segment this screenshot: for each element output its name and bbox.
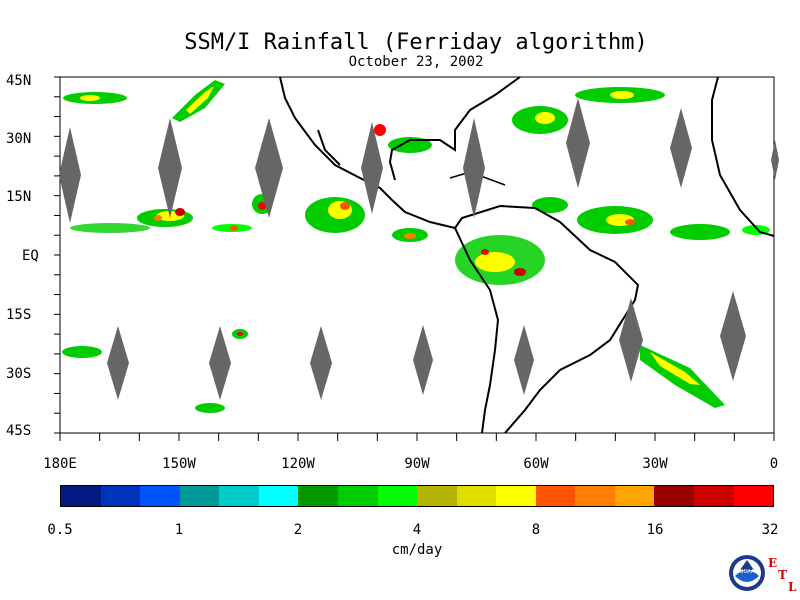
- coastlines: [279, 76, 775, 434]
- colorbar-swatch: [100, 486, 141, 506]
- lat-label-15s: 15S: [6, 307, 32, 323]
- colorbar-tick-2: 2: [293, 522, 303, 538]
- colorbar-swatch: [61, 486, 101, 506]
- map-title: SSM/I Rainfall (Ferriday algorithm): [184, 30, 648, 55]
- data-gap-diamond: [59, 127, 81, 223]
- lat-label-45n: 45N: [6, 73, 32, 89]
- data-gap-diamond: [720, 291, 746, 381]
- data-gap-diamond: [361, 122, 383, 214]
- colorbar-swatch: [298, 486, 338, 506]
- etl-letter-t: T: [778, 568, 787, 582]
- colorbar-tick-1: 1: [174, 522, 184, 538]
- rain-patch-north-pacific: [63, 80, 225, 122]
- lon-label-150w: 150W: [162, 456, 196, 472]
- colorbar-swatch: [614, 486, 655, 506]
- colorbar-swatch: [219, 486, 259, 506]
- data-gap-diamond: [158, 118, 182, 218]
- colorbar-swatch: [535, 486, 576, 506]
- colorbar: [60, 485, 774, 507]
- data-gap-diamond: [619, 298, 643, 382]
- lat-label-15n: 15N: [6, 189, 32, 205]
- lat-label-eq: EQ: [22, 248, 39, 264]
- data-gap-diamond: [413, 325, 433, 395]
- data-gap-diamond: [107, 326, 129, 400]
- colorbar-swatch: [456, 486, 497, 506]
- lat-label-45s: 45S: [6, 423, 32, 439]
- colorbar-swatch: [654, 486, 694, 506]
- lon-label-30w: 30W: [642, 456, 668, 472]
- noaa-logo: NOAA: [729, 555, 765, 591]
- colorbar-tick-4: 4: [412, 522, 422, 538]
- data-gap-diamond: [771, 140, 779, 180]
- data-gap-diamond: [514, 325, 534, 395]
- colorbar-tick-32: 32: [761, 522, 779, 538]
- colorbar-swatch: [496, 486, 536, 506]
- lat-label-30s: 30S: [6, 366, 32, 382]
- etl-letter-l: L: [788, 580, 797, 594]
- data-gap-diamond: [310, 326, 332, 400]
- colorbar-tick-0-5: 0.5: [47, 522, 73, 538]
- data-gap-diamond: [209, 326, 231, 400]
- colorbar-tick-8: 8: [531, 522, 541, 538]
- colorbar-swatch: [377, 486, 418, 506]
- rain-patch-amazon: [455, 235, 545, 285]
- colorbar-swatch: [258, 486, 299, 506]
- map-date: October 23, 2002: [348, 54, 484, 70]
- rainfall-map: [54, 76, 779, 441]
- lon-label-90w: 90W: [404, 456, 430, 472]
- colorbar-swatch: [733, 486, 774, 506]
- etl-letter-e: E: [768, 556, 778, 570]
- colorbar-swatch: [337, 486, 378, 506]
- colorbar-swatch: [179, 486, 220, 506]
- data-gap-diamond: [463, 118, 485, 218]
- lat-label-30n: 30N: [6, 131, 32, 147]
- lon-label-120w: 120W: [281, 456, 315, 472]
- rain-patch-east-pacific: [305, 124, 432, 242]
- rain-patch-south-atlantic: [62, 329, 725, 413]
- lon-label-180e: 180E: [43, 456, 77, 472]
- data-gap-diamond: [670, 108, 692, 188]
- colorbar-swatch: [575, 486, 615, 506]
- colorbar-swatch: [140, 486, 180, 506]
- colorbar-unit-label: cm/day: [391, 542, 443, 558]
- lon-label-60w: 60W: [523, 456, 549, 472]
- colorbar-tick-16: 16: [646, 522, 664, 538]
- data-gap-diamond: [255, 118, 283, 218]
- satellite-data-gaps: [59, 98, 779, 400]
- lon-label-0: 0: [769, 456, 779, 472]
- noaa-logo-text: NOAA: [740, 569, 755, 575]
- colorbar-swatch: [417, 486, 457, 506]
- colorbar-swatch: [694, 486, 734, 506]
- data-gap-diamond: [566, 98, 590, 188]
- axis-ticks: [54, 76, 775, 441]
- rain-patch-atlantic: [512, 87, 770, 240]
